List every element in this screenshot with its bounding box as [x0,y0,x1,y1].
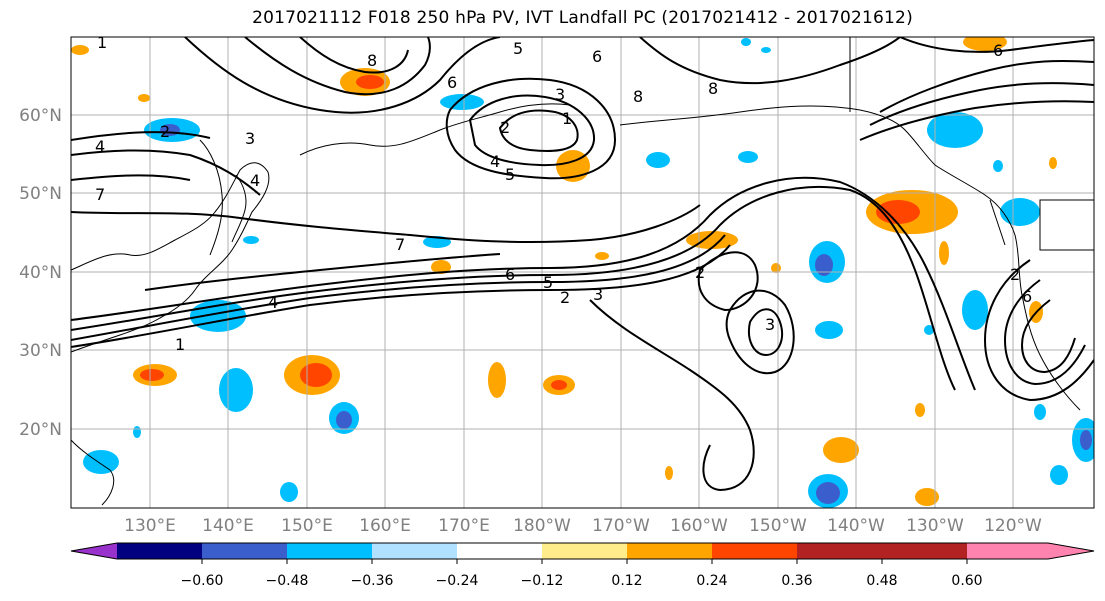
contour-label: 5 [543,273,553,292]
lon-label: 140°E [202,516,254,536]
latitude-labels: 60°N 50°N 40°N 30°N 20°N [19,106,62,440]
colorbar-segment [712,543,797,559]
lon-label: 160°E [359,516,411,536]
contour-label: 3 [593,285,603,304]
pv-contours [71,37,1094,492]
colorbar-tick-label: −0.24 [436,573,479,589]
contour-label: 6 [592,47,602,66]
contour-label: 6 [1022,287,1032,306]
coastlines [71,37,1094,506]
contour-label: 4 [95,137,105,156]
contour-label: 2 [500,118,510,137]
colorbar-segment [287,543,372,559]
contour-label: 3 [765,315,775,334]
colorbar-tick-label: −0.12 [521,573,564,589]
lon-label: 150°E [281,516,333,536]
lon-label: 130°W [906,516,964,536]
lat-label: 50°N [19,184,62,204]
colorbar-tick-marks [201,559,968,564]
contour-label: 2 [695,263,705,282]
lat-label: 40°N [19,263,62,283]
map-title: 2017021112 F018 250 hPa PV, IVT Landfall… [252,8,913,28]
contour-label: 8 [708,79,718,98]
colorbar-outline [70,542,1095,560]
contour-label: 4 [268,293,278,312]
lat-label: 30°N [19,341,62,361]
colorbar-segment [967,543,1048,559]
lon-label: 150°W [749,516,807,536]
contour-label: 6 [447,73,457,92]
contour-label: 1 [97,33,107,52]
colorbar-extend-high [1048,543,1094,559]
colorbar-tick-label: −0.48 [266,573,309,589]
colorbar-tick-label: 0.12 [611,573,642,589]
contour-label: 7 [95,185,105,204]
colorbar-tick-label: 0.48 [866,573,897,589]
contour-label: 1 [562,109,572,128]
contour-label: 8 [633,87,643,106]
lon-label: 140°W [827,516,885,536]
lon-label: 160°W [670,516,728,536]
contour-label: 4 [490,152,500,171]
lon-label: 180°W [513,516,571,536]
colorbar-tick-label: 0.24 [696,573,727,589]
contour-label: 5 [513,39,523,58]
longitude-labels: 130°E 140°E 150°E 160°E 170°E 180°W 170°… [124,516,1042,536]
contour-label: 3 [245,129,255,148]
colorbar: −0.60 −0.48 −0.36 −0.24 −0.12 0.12 0.24 … [70,542,1095,589]
colorbar-segment [542,543,627,559]
contour-label: 3 [555,85,565,104]
colorbar-tick-label: 0.36 [781,573,812,589]
lon-label: 170°E [438,516,490,536]
colorbar-segment [627,543,712,559]
colorbar-extend-low [71,543,117,559]
colorbar-tick-label: −0.36 [351,573,394,589]
colorbar-segment [797,543,882,559]
lon-label: 120°W [984,516,1042,536]
contour-label: 1 [175,335,185,354]
contour-label: 6 [505,265,515,284]
contour-labels: 1 2 3 4 7 8 6 5 4 2 1 3 5 6 8 8 7 6 5 2 … [95,33,1032,354]
lat-label: 60°N [19,106,62,126]
lon-label: 130°E [124,516,176,536]
contour-label: 5 [505,165,515,184]
gridlines [71,37,1094,508]
lon-label: 170°W [592,516,650,536]
contour-label: 2 [1010,265,1020,284]
colorbar-segment [882,543,967,559]
contour-label: 7 [395,235,405,254]
colorbar-segment [117,543,202,559]
colorbar-segment [202,543,287,559]
contour-label: 6 [993,41,1003,60]
contour-label: 4 [250,171,260,190]
colorbar-tick-label: −0.60 [181,573,224,589]
colorbar-segment [457,543,542,559]
colorbar-tick-label: 0.60 [951,573,982,589]
contour-label: 8 [367,51,377,70]
lat-label: 20°N [19,420,62,440]
colorbar-segment [372,543,457,559]
anomaly-shading [71,37,1094,508]
contour-label: 2 [560,288,570,307]
map-frame [70,36,1095,509]
contour-label: 2 [160,122,170,141]
